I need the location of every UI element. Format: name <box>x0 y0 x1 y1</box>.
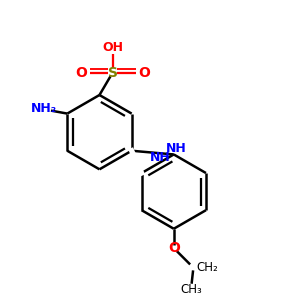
Text: NH: NH <box>150 151 171 164</box>
Text: CH₂: CH₂ <box>196 261 218 274</box>
Text: O: O <box>138 66 150 80</box>
Text: O: O <box>168 241 180 255</box>
Text: NH: NH <box>166 142 187 154</box>
Text: NH₂: NH₂ <box>31 102 57 115</box>
Text: CH₃: CH₃ <box>181 283 202 296</box>
Text: OH: OH <box>102 41 123 54</box>
Text: O: O <box>76 66 88 80</box>
Text: S: S <box>108 66 118 80</box>
